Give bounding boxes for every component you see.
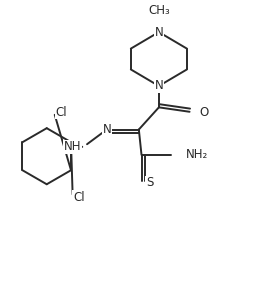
Text: N: N — [155, 26, 163, 39]
Text: NH₂: NH₂ — [186, 148, 208, 161]
Text: Cl: Cl — [73, 191, 85, 204]
Text: NH: NH — [63, 140, 81, 154]
Text: N: N — [103, 123, 111, 136]
Text: Cl: Cl — [55, 106, 67, 119]
Text: N: N — [155, 79, 163, 92]
Text: O: O — [200, 106, 209, 119]
Text: CH₃: CH₃ — [148, 4, 170, 17]
Text: S: S — [146, 177, 153, 190]
